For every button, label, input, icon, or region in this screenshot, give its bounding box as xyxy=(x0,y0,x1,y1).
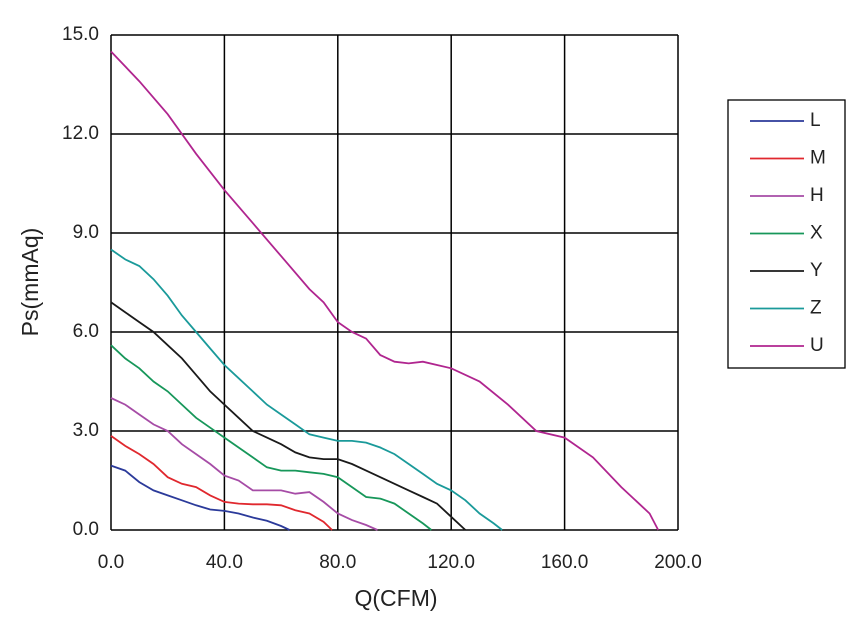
y-tick-label: 9.0 xyxy=(73,222,99,243)
x-tick-label: 160.0 xyxy=(541,552,589,573)
legend-label: X xyxy=(810,223,823,244)
legend-label: Z xyxy=(810,298,822,319)
x-tick-label: 80.0 xyxy=(319,552,356,573)
series-line xyxy=(110,248,503,531)
x-tick-label: 200.0 xyxy=(654,552,702,573)
y-axis-title: Ps(mmAq) xyxy=(17,228,43,337)
x-tick-label: 120.0 xyxy=(427,552,475,573)
y-tick-label: 0.0 xyxy=(73,519,99,540)
series-line xyxy=(110,397,378,531)
y-tick-label: 6.0 xyxy=(73,321,99,342)
x-axis-title: Q(CFM) xyxy=(354,585,437,611)
y-tick-label: 3.0 xyxy=(73,420,99,441)
legend-label: U xyxy=(810,335,824,356)
legend-label: M xyxy=(810,148,826,169)
y-tick-label: 15.0 xyxy=(62,24,99,45)
series-line xyxy=(110,50,659,531)
series-line xyxy=(110,435,333,531)
legend-label: H xyxy=(810,185,824,206)
legend-label: L xyxy=(810,110,821,131)
series-line xyxy=(110,464,290,531)
legend-label: Y xyxy=(810,260,823,281)
x-tick-label: 0.0 xyxy=(98,552,124,573)
series-line xyxy=(110,344,432,531)
y-tick-label: 12.0 xyxy=(62,123,99,144)
x-tick-label: 40.0 xyxy=(206,552,243,573)
series-line xyxy=(110,301,467,531)
